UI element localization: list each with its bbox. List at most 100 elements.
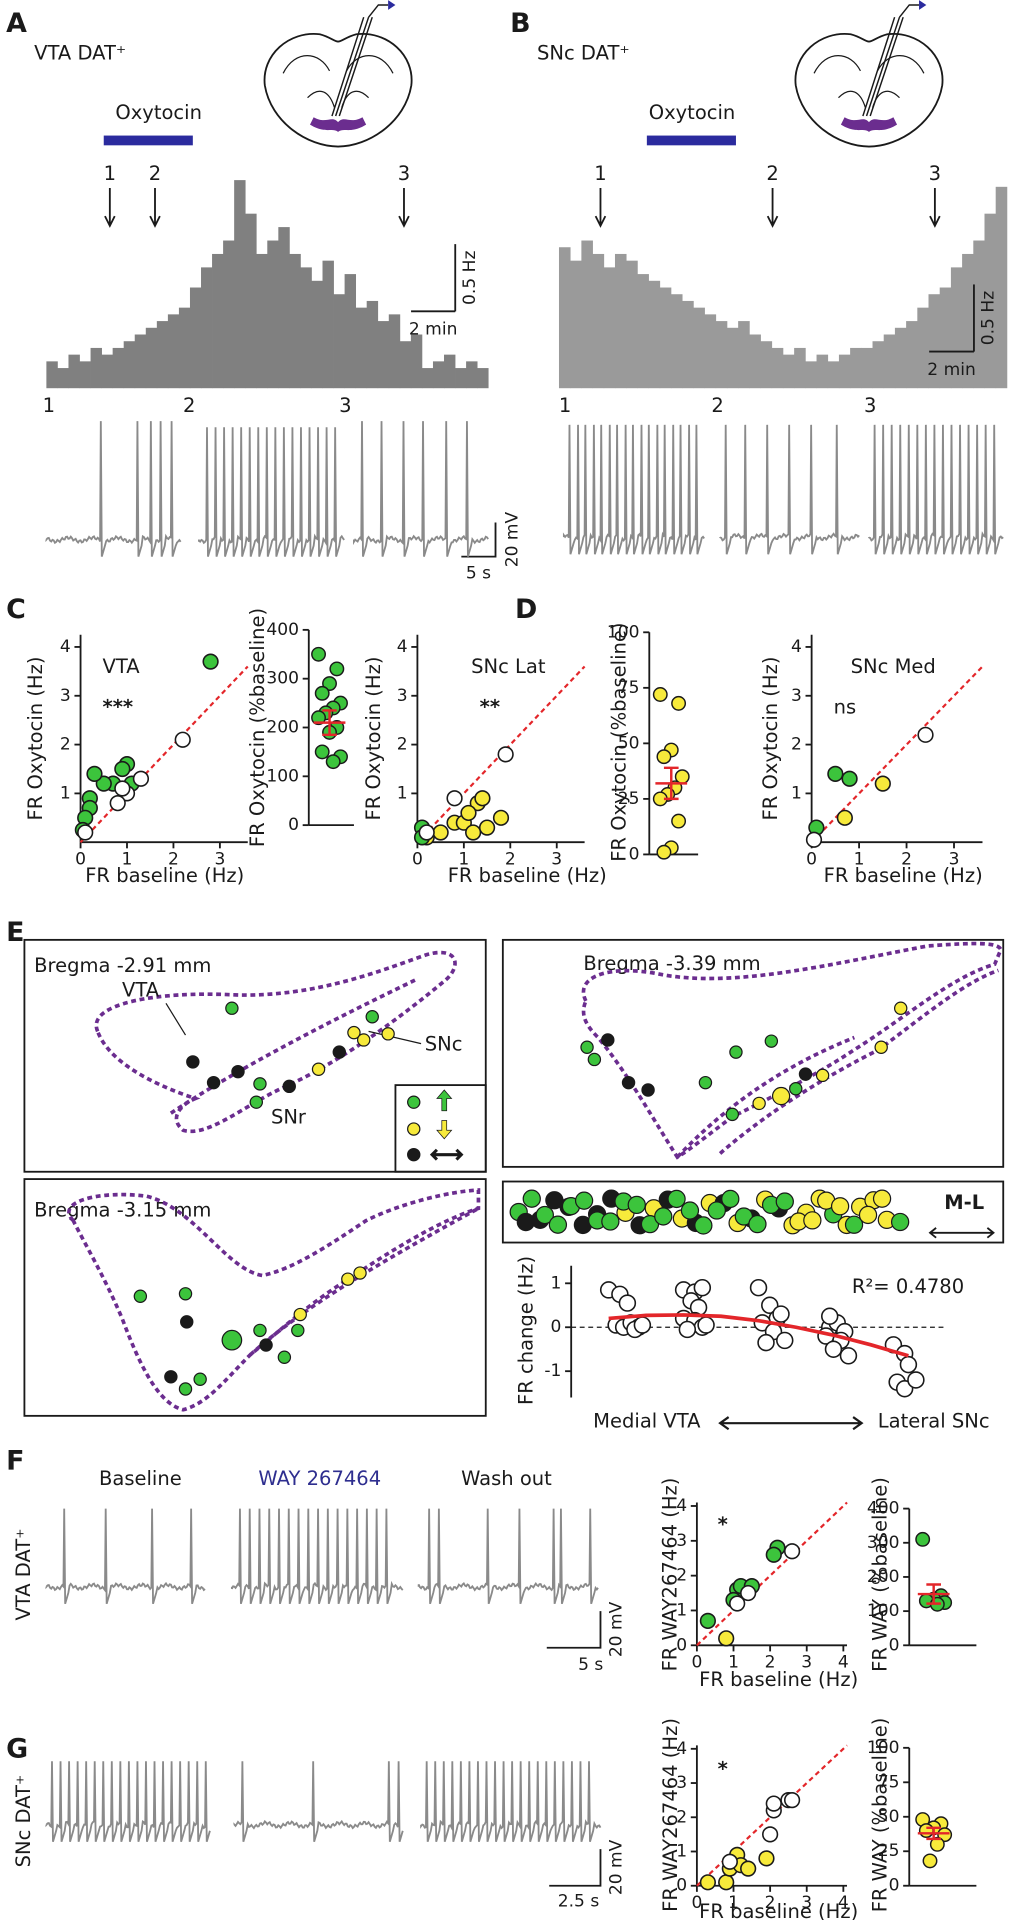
histogram-bar [749,334,761,389]
x-tick-label: 1 [122,849,133,869]
recording-site [641,1083,655,1097]
histogram-bar [455,368,467,389]
data-point [841,770,858,787]
voltage-trace [230,1508,404,1605]
data-point [671,695,687,711]
histogram-bar [805,361,817,389]
recording-site [341,1272,355,1286]
x-axis-label: Lateral SNc [878,1409,990,1432]
arrow [594,188,607,228]
histogram-bar [123,341,136,389]
recording-site [253,1077,267,1091]
panel-letter: G [6,1734,28,1765]
annotation: * [718,1513,728,1536]
histogram-bar [771,347,784,389]
chart-title: VTA [103,655,141,678]
y-tick-label: 25 [618,789,640,809]
section-box [23,938,487,1173]
scale-bar [546,1611,602,1649]
annotation: * [718,1757,728,1780]
y-tick-label: 3 [60,686,71,706]
x-tick-label: 3 [801,1893,812,1913]
chart-title: SNc Med [851,655,936,678]
recording-site [621,1075,636,1090]
histogram-bar [444,354,456,389]
ml-site [574,1191,594,1210]
y-tick-label: 1 [60,783,71,803]
y-tick-label: 1 [676,1600,687,1620]
axis-arrow [718,1416,864,1431]
x-tick-label: 2 [765,1652,776,1672]
data-point [699,1612,716,1630]
y-tick-label: 3 [397,686,408,706]
ml-site [748,1214,767,1234]
y-tick-label: 3 [676,1531,687,1551]
recording-site [815,1068,830,1083]
y-tick-label: 25 [878,1841,900,1861]
data-point [656,749,672,765]
y-tick-label: 100 [266,766,299,786]
drug-bar [646,135,736,146]
y-axis-label: FR Oxytocin (Hz) [24,657,47,821]
ml-site [680,1201,700,1220]
x-tick-label: 1 [458,849,469,869]
panel-letter: E [6,917,24,948]
data-point [95,775,112,792]
error-bar [926,1826,941,1841]
histogram-bar [189,287,202,389]
histogram-bar [995,186,1008,389]
recording-site [178,1382,193,1396]
recording-site [874,1040,888,1054]
histogram-bar [112,347,125,389]
histogram-bar [950,267,963,389]
recording-site [347,1025,361,1040]
histogram-bar [760,341,773,389]
y-axis-label: FR WAY267464 (Hz) [659,1478,682,1672]
drug-bar [103,135,193,146]
y-tick-label: 0 [676,1635,687,1655]
ml-site [627,1195,646,1215]
data-point [633,1316,652,1334]
histogram-bar [816,354,829,389]
y-tick-label: 0 [889,1876,900,1896]
y-axis-label: FR Oxytocin (%baseline) [246,608,269,847]
voltage-trace [353,421,489,557]
histogram-bar [850,347,862,389]
y-tick-label: 2 [676,1807,687,1827]
voltage-trace [233,1761,404,1843]
recording-site [752,1096,766,1111]
y-tick-label: 0 [676,1876,687,1896]
data-point [86,765,103,782]
recording-site [231,1064,245,1079]
histogram-bar [558,247,571,389]
y-tick-label: 0 [629,844,640,864]
x-tick-label: 0 [412,849,423,869]
annotation: ns [834,695,857,718]
recording-site [221,1329,243,1351]
histogram-bar [928,294,941,389]
histogram-bar [581,240,593,389]
data-point [772,1305,790,1323]
x-axis-label: FR baseline (Hz) [824,864,983,887]
pointer [368,1030,422,1045]
data-point [740,1860,757,1877]
histogram-bar [726,327,739,389]
data-point [432,824,449,841]
y-tick-label: -1 [544,1361,561,1381]
data-point [460,804,477,822]
x-tick-label: 1 [854,849,865,869]
x-axis-label: FR baseline (Hz) [85,864,244,887]
scale-bar [461,522,497,558]
y-tick-label: 300 [266,669,299,689]
histogram-bar [861,347,873,389]
y-tick-label: 400 [266,620,299,640]
histogram-bar [212,253,224,389]
recording-site [311,1062,326,1076]
histogram-bar [57,368,69,389]
data-point [776,1331,794,1350]
data-point [478,819,496,836]
y-tick-label: 4 [397,637,408,657]
histogram-bar [355,307,368,389]
region-outline [169,978,416,1115]
panel-title: VTA DAT⁺ [34,41,126,64]
